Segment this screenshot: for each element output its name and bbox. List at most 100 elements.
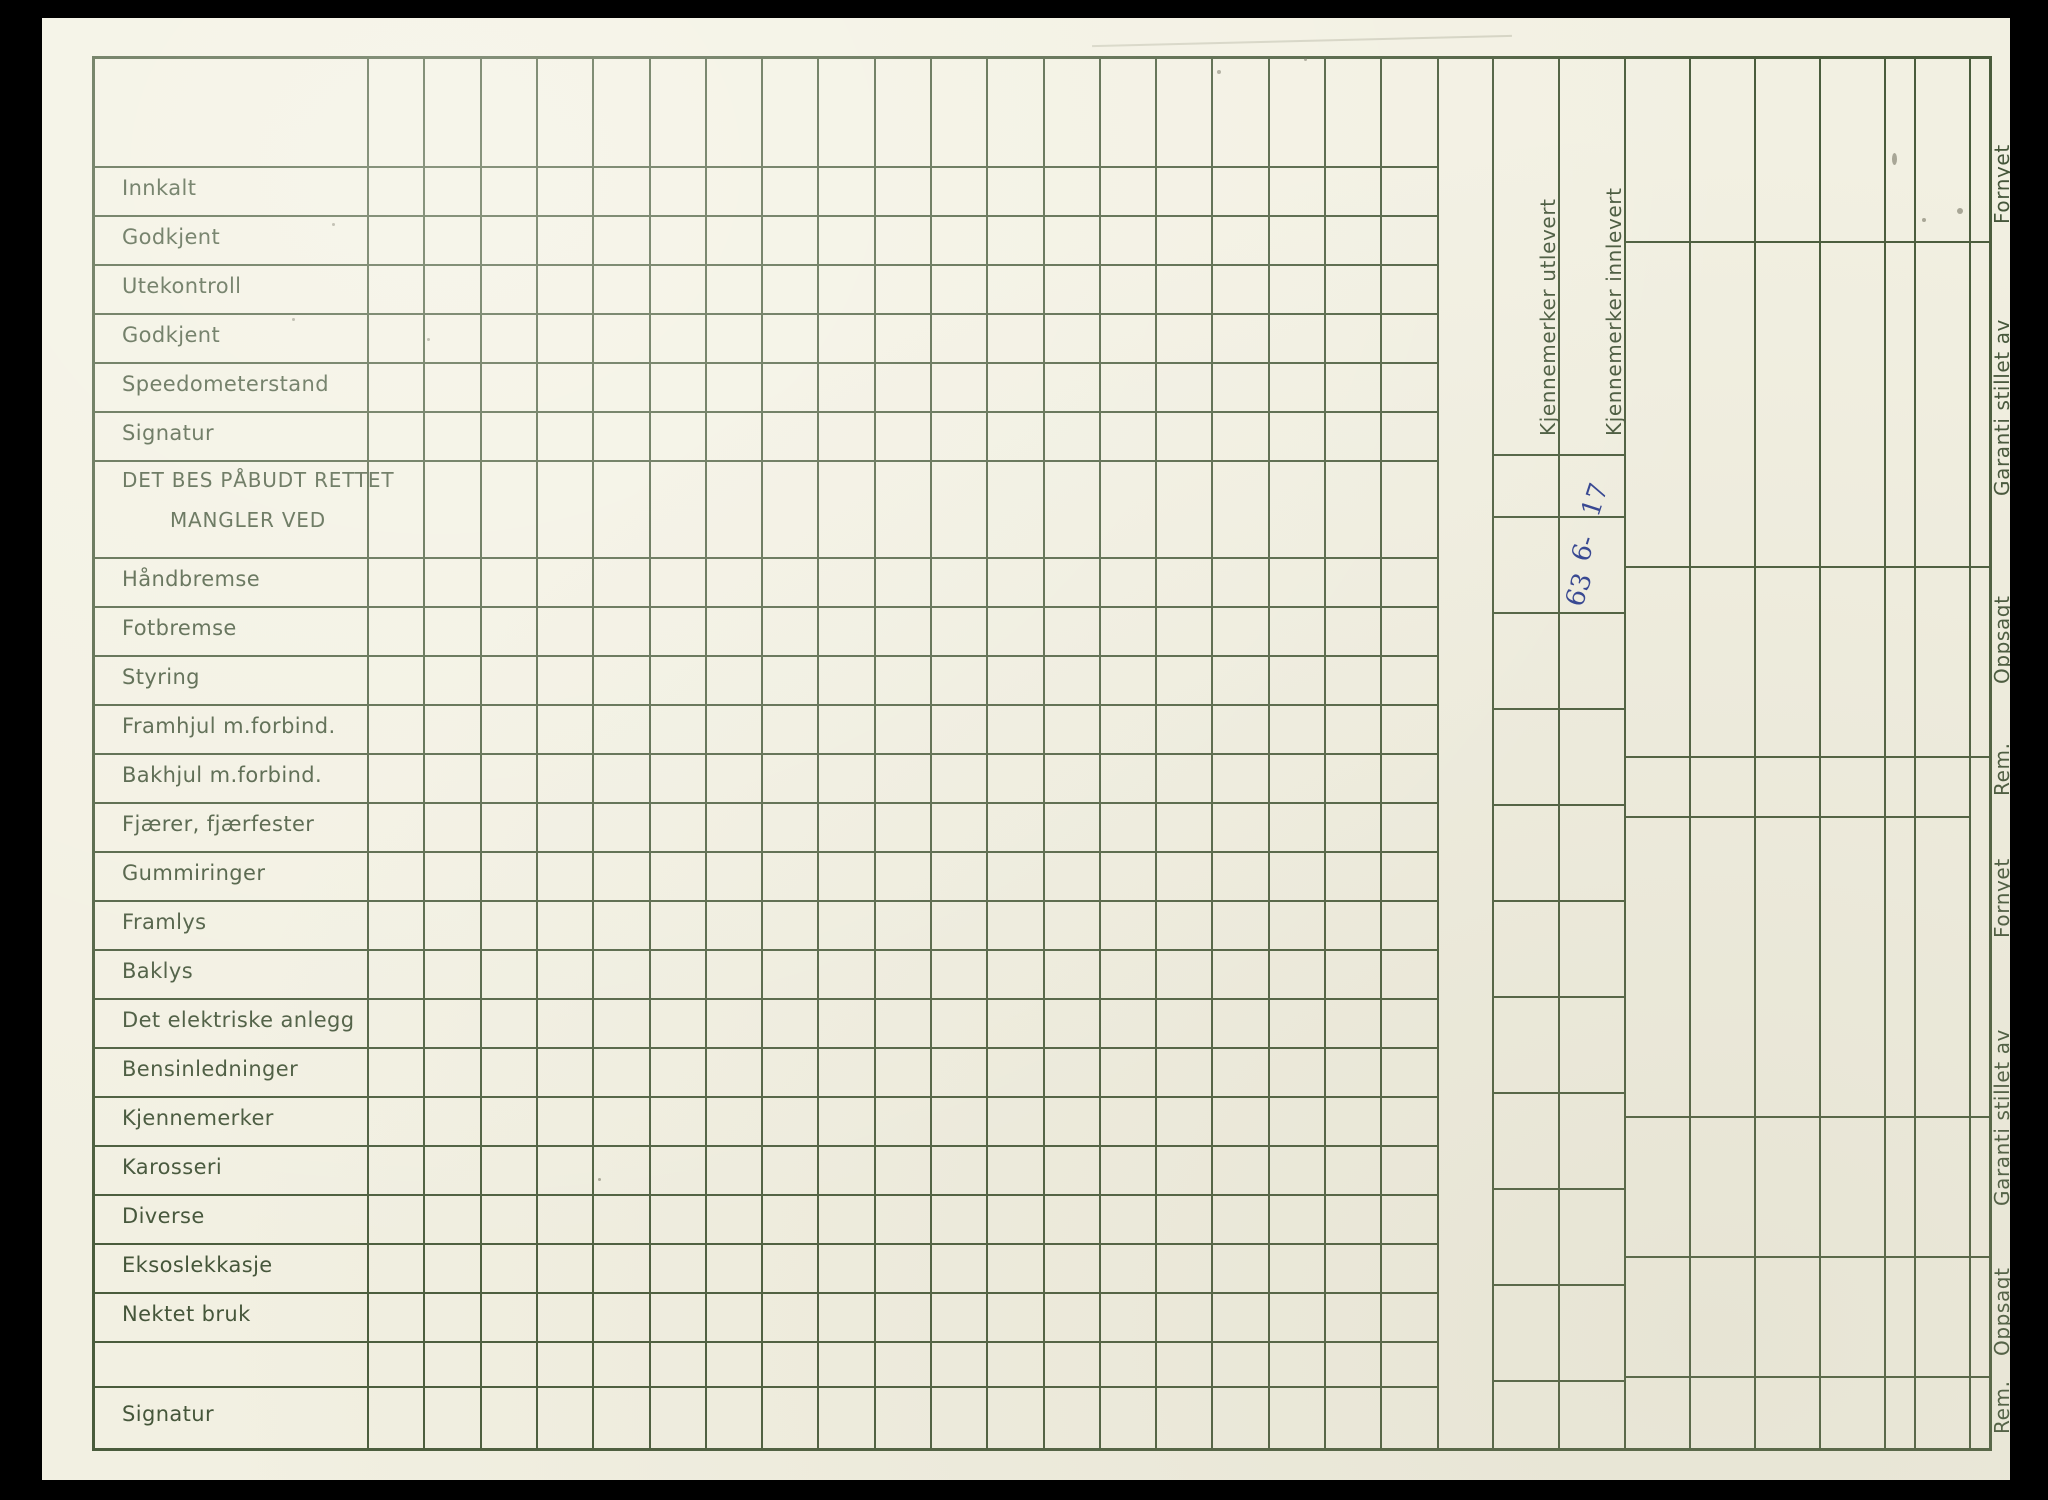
grid-hline [1492, 516, 1624, 518]
grid-vline [592, 56, 594, 1448]
grid-vline [874, 56, 876, 1448]
grid-hline [92, 1448, 1437, 1450]
grid-hline [1624, 1116, 1969, 1118]
grid-hline [92, 1047, 1437, 1049]
grid-hline [1969, 241, 1992, 243]
row-label: Innkalt [122, 176, 197, 200]
grid-hline [92, 215, 1437, 217]
scan-border-bottom [0, 1480, 2048, 1500]
row-label: Baklys [122, 959, 194, 983]
grid-hline [92, 56, 1992, 59]
grid-vline [1324, 56, 1326, 1448]
grid-vline [1155, 56, 1157, 1448]
grid-vline [1043, 56, 1045, 1448]
vertical-column-header: Kjennemerker innlevert [1602, 187, 1626, 436]
row-label: Diverse [122, 1204, 205, 1228]
grid-hline [92, 557, 1437, 559]
grid-vline [649, 56, 651, 1448]
grid-vline [1914, 56, 1916, 1448]
grid-vline [1380, 56, 1382, 1448]
grid-hline [92, 949, 1437, 951]
grid-vline [1689, 56, 1691, 1448]
grid-hline [1492, 900, 1624, 902]
paper-speck [1922, 218, 1926, 222]
row-label: Signatur [122, 1402, 215, 1426]
paper-speck [598, 1178, 601, 1181]
row-label: Bakhjul m.forbind. [122, 763, 323, 787]
grid-hline [92, 851, 1437, 853]
row-label: MANGLER VED [170, 508, 326, 532]
grid-hline [1969, 566, 1992, 568]
row-label: DET BES PÅBUDT RETTET [122, 468, 395, 492]
grid-vline [1268, 56, 1270, 1448]
paper-speck [292, 318, 295, 321]
grid-hline [92, 1145, 1437, 1147]
grid-hline [1624, 1256, 1969, 1258]
grid-vline [1558, 56, 1560, 1448]
row-label: Godkjent [122, 225, 221, 249]
grid-hline [92, 1096, 1437, 1098]
paper-speck [1957, 208, 1963, 214]
inspection-form-grid [92, 56, 1992, 1451]
grid-hline [1492, 454, 1624, 456]
grid-vline [1437, 56, 1439, 1448]
grid-vline [1969, 56, 1971, 1448]
row-label: Framhjul m.forbind. [122, 714, 336, 738]
grid-vline [1492, 56, 1494, 1448]
grid-hline [92, 1292, 1437, 1294]
grid-hline [92, 1341, 1437, 1343]
row-label: Eksoslekkasje [122, 1253, 273, 1277]
grid-hline [1492, 804, 1624, 806]
grid-hline [1624, 756, 1969, 758]
row-label: Signatur [122, 421, 215, 445]
grid-vline [761, 56, 763, 1448]
grid-hline [92, 753, 1437, 755]
grid-hline [92, 802, 1437, 804]
grid-hline [1624, 816, 1969, 818]
row-label: Håndbremse [122, 567, 261, 591]
grid-vline [367, 56, 369, 1448]
grid-vline [705, 56, 707, 1448]
grid-vline [1099, 56, 1101, 1448]
grid-vline [1211, 56, 1213, 1448]
grid-hline [92, 1194, 1437, 1196]
grid-vline [480, 56, 482, 1448]
grid-hline [1492, 1188, 1624, 1190]
row-label: Speedometerstand [122, 372, 329, 396]
grid-vline [1819, 56, 1821, 1448]
grid-hline [1492, 1284, 1624, 1286]
row-label: Nektet bruk [122, 1302, 251, 1326]
grid-hline [1624, 241, 1969, 243]
grid-hline [1969, 756, 1992, 758]
grid-vline [1989, 56, 1992, 1448]
grid-hline [1492, 1092, 1624, 1094]
grid-hline [92, 655, 1437, 657]
grid-hline [92, 704, 1437, 706]
row-label: Styring [122, 665, 200, 689]
grid-hline [1624, 566, 1969, 568]
grid-hline [92, 998, 1437, 1000]
grid-hline [1492, 612, 1624, 614]
grid-hline [1492, 996, 1624, 998]
grid-hline [1492, 1380, 1624, 1382]
grid-hline [1492, 708, 1624, 710]
record-card-paper: Innkalt Godkjent Utekontroll Godkjent Speedo… [42, 18, 2014, 1480]
paper-speck [1304, 58, 1307, 61]
grid-hline [92, 313, 1437, 315]
vertical-column-header: Kjennemerker utlevert [1536, 198, 1560, 436]
grid-hline [92, 1386, 1437, 1388]
grid-vline [817, 56, 819, 1448]
grid-hline [92, 900, 1437, 902]
grid-hline [1969, 1256, 1992, 1258]
grid-hline [92, 606, 1437, 608]
paper-speck [427, 338, 430, 341]
grid-hline [92, 460, 1437, 462]
grid-hline [92, 1243, 1437, 1245]
row-label: Godkjent [122, 323, 221, 347]
row-label: Bensinledninger [122, 1057, 299, 1081]
grid-hline [92, 166, 1437, 168]
row-label: Utekontroll [122, 274, 242, 298]
paper-crease [1092, 34, 1512, 48]
scan-border-right [2010, 0, 2048, 1500]
grid-vline [1624, 56, 1626, 1448]
